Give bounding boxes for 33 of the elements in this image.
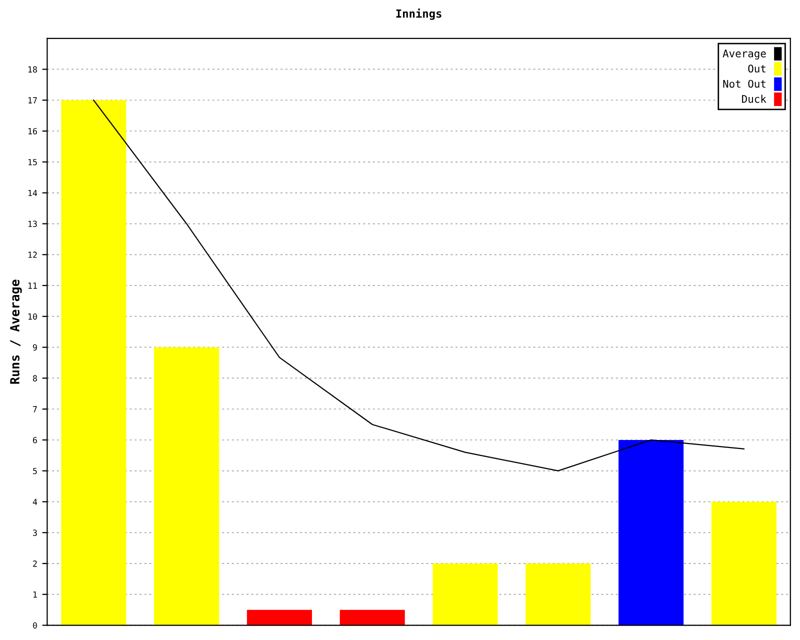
- bar: [526, 564, 591, 626]
- legend-label: Out: [748, 64, 766, 73]
- y-axis-title: Runs / Average: [10, 280, 22, 384]
- y-tick-label: 18: [28, 66, 37, 73]
- y-tick-label: 9: [32, 344, 37, 351]
- y-tick-label: 10: [28, 313, 37, 320]
- y-tick-label: 1: [33, 592, 37, 598]
- y-tick-label: 17: [28, 97, 37, 104]
- chart-title: Innings: [396, 8, 442, 20]
- bar: [340, 610, 405, 626]
- legend-label: Not Out: [723, 80, 766, 88]
- legend-label: Average: [722, 50, 766, 60]
- bar: [246, 610, 312, 626]
- bar: [432, 564, 498, 626]
- y-tick-label: 8: [32, 375, 37, 382]
- y-tick-label: 15: [28, 159, 37, 166]
- y-tick-label: 16: [28, 128, 37, 134]
- legend-label: Duck: [742, 94, 766, 103]
- bar: [61, 100, 126, 626]
- y-tick-label: 2: [33, 560, 37, 567]
- bar: [154, 347, 220, 626]
- y-tick-label: 3: [33, 530, 37, 536]
- y-tick-label: 14: [28, 190, 38, 196]
- y-tick-label: 0: [33, 622, 37, 629]
- y-tick-label: 12: [28, 252, 37, 258]
- y-tick-label: 4: [32, 498, 38, 505]
- bar: [618, 440, 684, 626]
- y-tick-label: 11: [28, 282, 37, 289]
- y-tick-label: 13: [28, 220, 37, 228]
- y-tick-label: 7: [33, 406, 37, 412]
- bar: [711, 502, 776, 626]
- y-tick-label: 5: [33, 468, 37, 474]
- y-tick-label: 6: [33, 436, 37, 444]
